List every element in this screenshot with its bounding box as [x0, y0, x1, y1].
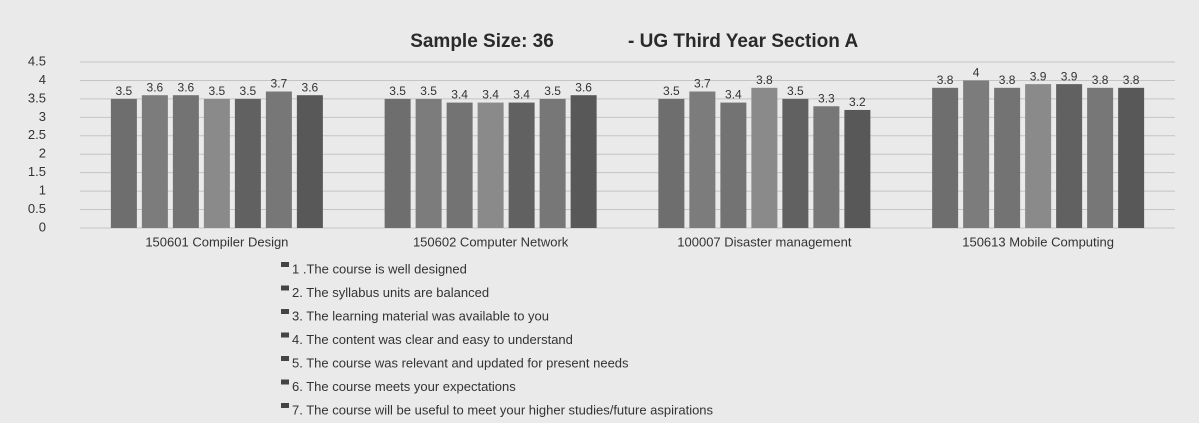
data-label: 3.7	[271, 77, 288, 91]
legend-label: 7. The course will be useful to meet you…	[292, 402, 714, 417]
chart-subtitle: - UG Third Year Section A	[628, 31, 858, 52]
data-label: 3.5	[389, 84, 406, 98]
y-tick-label: 4.5	[28, 53, 46, 68]
bar	[172, 95, 199, 228]
data-label: 3.9	[1061, 69, 1078, 83]
bar	[782, 98, 809, 228]
legend-swatch	[281, 262, 289, 267]
bar	[203, 98, 230, 228]
data-label: 3.7	[694, 77, 711, 91]
bar	[689, 91, 716, 228]
data-label: 3.6	[302, 80, 319, 94]
legend-swatch	[281, 285, 289, 291]
chart-title: Sample Size: 36	[410, 31, 554, 52]
bar	[141, 95, 168, 228]
y-tick-label: 2.5	[28, 127, 46, 142]
legend-swatch	[281, 403, 289, 408]
bar	[1056, 84, 1083, 228]
data-label: 3.8	[1123, 73, 1140, 87]
x-tick-label: 150602 Computer Network	[413, 234, 569, 249]
bar	[110, 98, 137, 228]
data-label: 3.2	[849, 95, 866, 109]
data-label: 3.4	[451, 88, 468, 102]
data-label: 3.4	[482, 88, 499, 102]
y-tick-label: 3.5	[28, 90, 46, 105]
y-tick-label: 0	[39, 219, 46, 234]
bar	[720, 102, 747, 228]
y-tick-label: 1	[39, 183, 46, 198]
y-tick-label: 4	[39, 72, 46, 87]
bar	[296, 95, 323, 228]
x-tick-label: 150613 Mobile Computing	[962, 234, 1114, 249]
data-label: 3.8	[999, 73, 1016, 87]
legend-label: 5. The course was relevant and updated f…	[292, 355, 629, 370]
bar	[932, 87, 959, 228]
bar	[234, 98, 261, 228]
bar	[570, 95, 597, 228]
x-tick-label: 100007 Disaster management	[677, 234, 852, 249]
y-tick-label: 0.5	[28, 201, 46, 216]
data-label: 3.5	[420, 84, 437, 98]
legend-label: 2. The syllabus units are balanced	[292, 285, 489, 300]
y-tick-label: 3	[39, 109, 46, 124]
data-label: 3.4	[725, 88, 742, 102]
data-label: 3.8	[1092, 73, 1109, 87]
data-label: 3.8	[937, 73, 954, 87]
bar	[508, 102, 535, 228]
bar	[446, 102, 473, 228]
data-label: 3.3	[818, 91, 835, 105]
data-label: 3.8	[756, 73, 773, 87]
bar	[844, 109, 871, 228]
bar	[658, 98, 685, 228]
data-label: 3.5	[209, 84, 226, 98]
x-tick-label: 150601 Compiler Design	[145, 234, 288, 249]
bar	[265, 91, 292, 228]
data-label: 3.6	[575, 80, 592, 94]
data-label: 3.5	[240, 84, 257, 98]
bar	[477, 102, 504, 228]
y-tick-label: 1.5	[28, 164, 46, 179]
bar	[813, 106, 840, 228]
y-tick-label: 2	[39, 146, 46, 161]
legend-label: 4. The content was clear and easy to und…	[292, 332, 573, 347]
bar	[1025, 84, 1052, 228]
bar	[384, 98, 411, 228]
data-label: 3.6	[178, 80, 195, 94]
bar	[1087, 87, 1114, 228]
legend-swatch	[281, 379, 289, 385]
data-label: 3.5	[663, 84, 680, 98]
data-label: 3.5	[787, 84, 804, 98]
legend-swatch	[281, 309, 289, 314]
data-label: 3.9	[1030, 69, 1047, 83]
bar	[963, 80, 990, 228]
bar	[1118, 87, 1145, 228]
bar	[415, 98, 442, 228]
data-label: 3.5	[544, 84, 561, 98]
data-label: 3.5	[116, 84, 133, 98]
bar	[539, 98, 566, 228]
legend-label: 3. The learning material was available t…	[292, 308, 549, 323]
data-label: 3.6	[147, 80, 164, 94]
bar	[994, 87, 1021, 228]
legend-swatch	[281, 356, 289, 361]
legend-swatch	[281, 332, 289, 338]
data-label: 4	[973, 66, 980, 80]
bar	[751, 87, 778, 228]
legend-label: 1 .The course is well designed	[292, 261, 467, 276]
data-label: 3.4	[513, 88, 530, 102]
legend-label: 6. The course meets your expectations	[292, 379, 516, 394]
